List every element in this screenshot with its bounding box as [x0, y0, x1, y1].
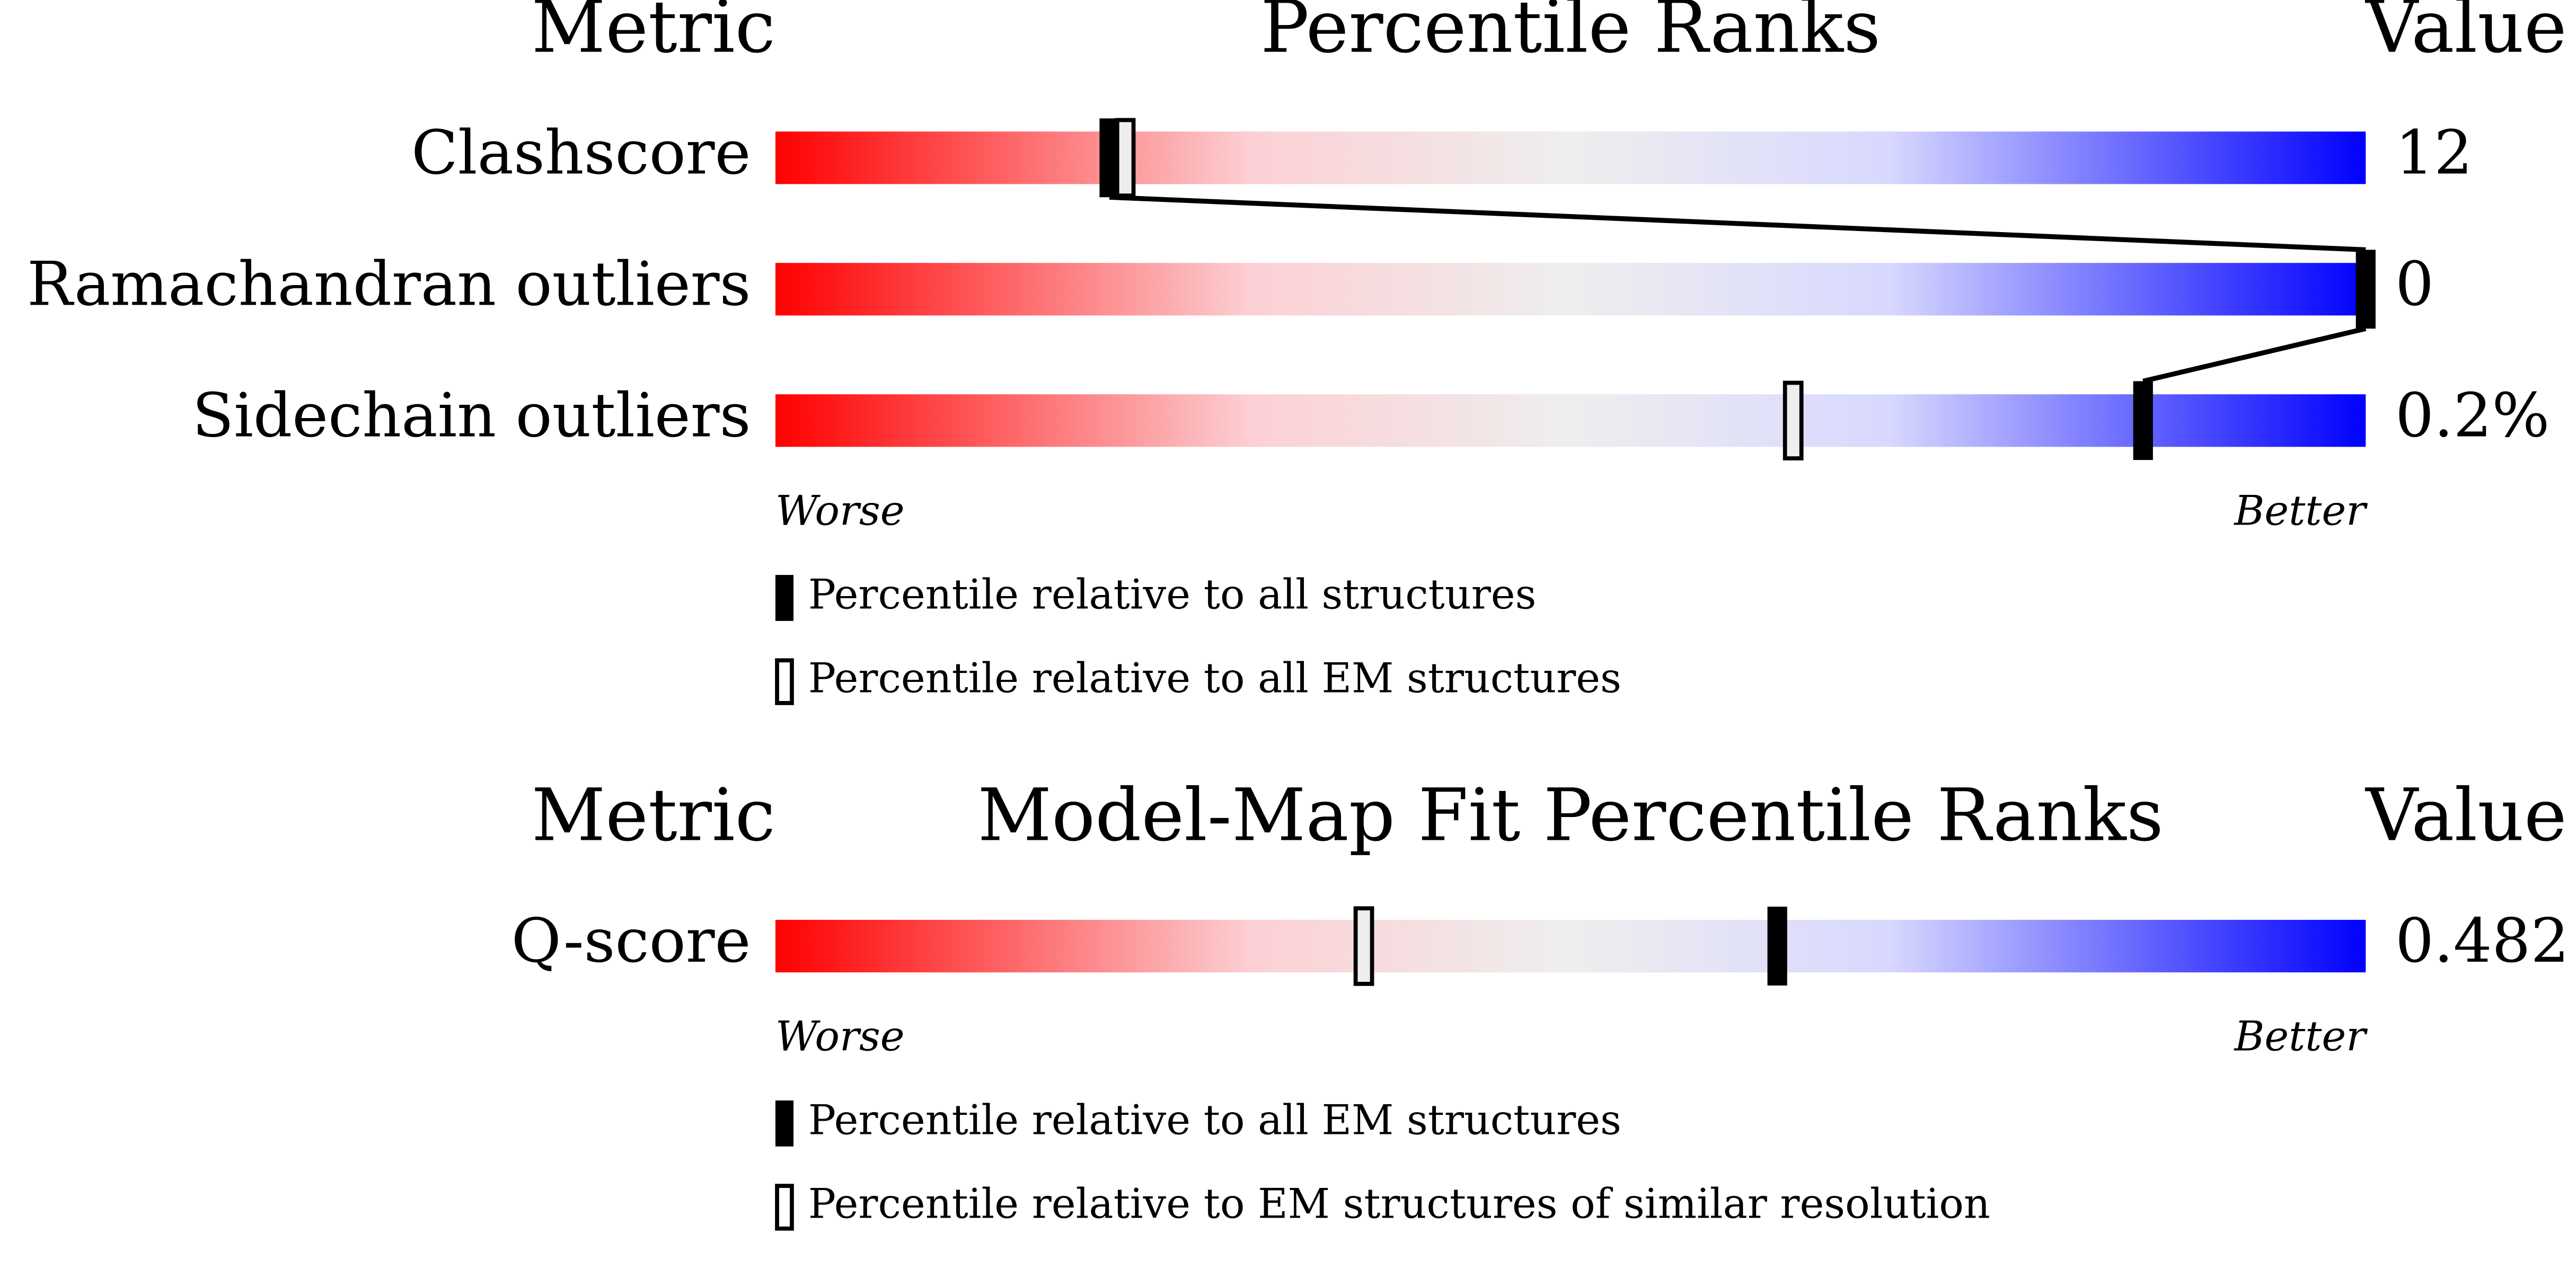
legend-filled-text: Percentile relative to all structures: [808, 571, 1536, 619]
legend-open-text: Percentile relative to all EM structures: [808, 655, 1621, 703]
legend-filled-icon: [775, 575, 794, 621]
marker-open: [1115, 118, 1136, 198]
connector: [1109, 194, 2366, 253]
metric-label: Sidechain outliers: [192, 380, 751, 451]
legend-open-text: Percentile relative to EM structures of …: [808, 1180, 1990, 1228]
header-value: Value: [2365, 0, 2566, 69]
percentile-bar: [775, 263, 2366, 316]
legend-filled-icon: [775, 1100, 794, 1147]
marker-open: [1783, 380, 1804, 460]
percentile-bar: [775, 394, 2366, 447]
marker-filled: [1767, 907, 1787, 986]
marker-filled: [1099, 118, 1119, 198]
metric-value: 0.482: [2395, 906, 2569, 977]
metric-label: Ramachandran outliers: [27, 249, 751, 320]
marker-filled: [2133, 381, 2153, 460]
header-title: Model-Map Fit Percentile Ranks: [977, 774, 2163, 858]
marker-open: [1353, 906, 1374, 986]
percentile-bar: [775, 131, 2366, 184]
metric-value: 12: [2395, 118, 2473, 188]
legend-open-icon: [775, 658, 794, 705]
header-value: Value: [2365, 774, 2566, 858]
metric-label: Q-score: [511, 906, 751, 977]
better-label: Better: [2233, 1013, 2368, 1060]
connector: [2142, 326, 2367, 384]
header-title: Percentile Ranks: [1260, 0, 1881, 69]
metric-label: Clashscore: [411, 118, 751, 188]
header-metric: Metric: [532, 774, 775, 858]
worse-label: Worse: [775, 487, 905, 535]
better-label: Better: [2233, 487, 2368, 535]
metric-value: 0.2%: [2395, 380, 2549, 451]
marker-filled: [2356, 250, 2376, 329]
worse-label: Worse: [775, 1013, 905, 1060]
metric-value: 0: [2395, 249, 2434, 320]
legend-open-icon: [775, 1184, 794, 1231]
legend-filled-text: Percentile relative to all EM structures: [808, 1096, 1621, 1144]
header-metric: Metric: [532, 0, 775, 69]
percentile-bar: [775, 920, 2366, 973]
